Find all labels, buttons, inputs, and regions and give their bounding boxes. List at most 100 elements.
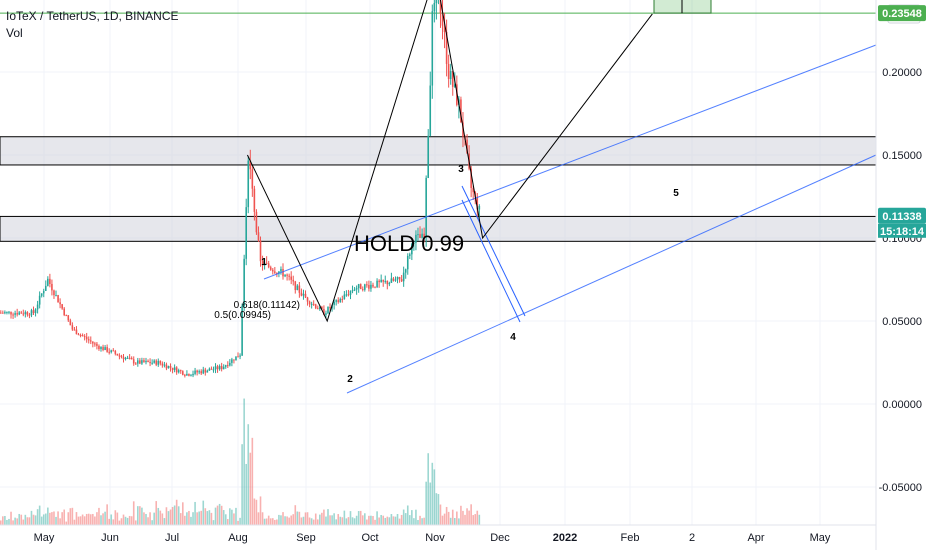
candle-body <box>26 312 29 315</box>
volume-bar <box>380 514 382 525</box>
candle-body <box>433 3 436 12</box>
candle-body <box>220 366 223 370</box>
volume-bar <box>431 462 434 525</box>
volume-bar <box>220 505 223 525</box>
volume-bar <box>472 515 474 525</box>
candle-body <box>316 308 319 310</box>
candle-body <box>333 301 335 305</box>
volume-bar <box>255 499 258 525</box>
volume-bar <box>329 515 331 525</box>
volume-bar <box>16 518 18 525</box>
candle-body <box>155 360 158 365</box>
candle-body <box>310 303 313 305</box>
candle-body <box>198 371 200 373</box>
volume-bar <box>102 513 104 525</box>
candle-body <box>96 343 98 346</box>
x-tick-label: Sep <box>296 532 316 544</box>
countdown-tag <box>878 223 926 238</box>
volume-bar <box>233 513 235 525</box>
candle-body <box>372 284 374 287</box>
volume-bar <box>22 519 25 525</box>
volume-bar <box>447 511 450 525</box>
volume-bar <box>357 511 360 525</box>
candle-body <box>398 277 401 280</box>
volume-bar <box>466 508 468 525</box>
volume-bar <box>77 516 80 525</box>
y-tick-label: 0.15000 <box>882 150 922 162</box>
candle-body <box>429 85 432 136</box>
volume-bar <box>218 503 221 525</box>
volume-bar <box>81 514 84 525</box>
volume-bar <box>108 518 110 525</box>
x-axis: May Jun Jul Aug Sep Oct Nov Dec 2022 Feb 2 Apr May <box>0 524 876 544</box>
volume-bar <box>390 514 393 525</box>
volume-bar <box>464 514 466 525</box>
elliott-wave-path <box>246 0 653 323</box>
volume-bar <box>374 519 376 525</box>
candle-body <box>139 360 141 364</box>
volume-bar <box>59 518 61 525</box>
candle-body <box>378 280 380 283</box>
candle-body <box>184 374 186 376</box>
candle-body <box>165 364 168 369</box>
volume-bar <box>87 513 90 525</box>
volume-bar <box>206 511 209 525</box>
candle-body <box>423 233 425 238</box>
candle-body <box>53 290 55 296</box>
volume-bar <box>349 511 352 525</box>
volume-bar <box>413 518 415 525</box>
volume-bar <box>433 469 436 525</box>
candle-body <box>63 308 65 316</box>
volume-bar <box>126 517 129 525</box>
volume-bar <box>439 504 442 525</box>
volume-bar <box>0 520 2 525</box>
candle-body <box>132 359 135 364</box>
candle-body <box>106 347 108 352</box>
volume-bar <box>347 517 350 525</box>
candle-body <box>323 308 325 315</box>
volume-bar <box>98 507 100 525</box>
wedge-lower-line <box>461 199 521 323</box>
volume-bar <box>406 505 409 525</box>
volume-bar <box>304 512 307 525</box>
candle-body <box>38 295 41 305</box>
candle-body <box>49 278 51 284</box>
volume-bar <box>214 507 217 525</box>
candle-body <box>255 211 258 233</box>
measure-box: 0.08283 (35.28%) 8283 <box>653 0 712 14</box>
volume-bar <box>265 518 268 525</box>
candle-body <box>396 277 399 280</box>
candle-body <box>59 302 61 305</box>
candle-body <box>337 300 340 303</box>
candle-body <box>470 168 472 189</box>
candle-body <box>239 355 241 357</box>
volume-bar <box>75 512 78 525</box>
volume-bar <box>34 515 37 525</box>
volume-bar <box>302 516 305 525</box>
volume-bar <box>118 520 121 525</box>
candle-body <box>343 294 346 300</box>
symbol-title[interactable]: IoTeX / TetherUS, 1D, BINANCE <box>6 9 179 23</box>
candle-body <box>419 234 421 238</box>
candle-body <box>229 362 231 366</box>
channel-lower-line <box>346 154 877 394</box>
volume-bar <box>167 511 170 525</box>
volume-bar <box>147 517 149 525</box>
volume-bar <box>161 513 164 525</box>
volume-bar <box>237 520 239 525</box>
wedge-upper-line <box>461 185 526 317</box>
candle-body <box>298 285 301 293</box>
volume-bar <box>323 509 325 525</box>
candle-body <box>108 351 110 353</box>
volume-bar <box>4 515 6 525</box>
candle-body <box>200 371 203 374</box>
candle-body <box>122 356 125 360</box>
price-tag-label: 0.11338 <box>882 211 921 223</box>
volume-bar <box>376 511 378 525</box>
candle-body <box>75 329 78 335</box>
volume-bar <box>42 514 45 525</box>
volume-bar <box>351 517 354 525</box>
volume-bar <box>208 510 211 525</box>
candle-body <box>341 298 344 300</box>
